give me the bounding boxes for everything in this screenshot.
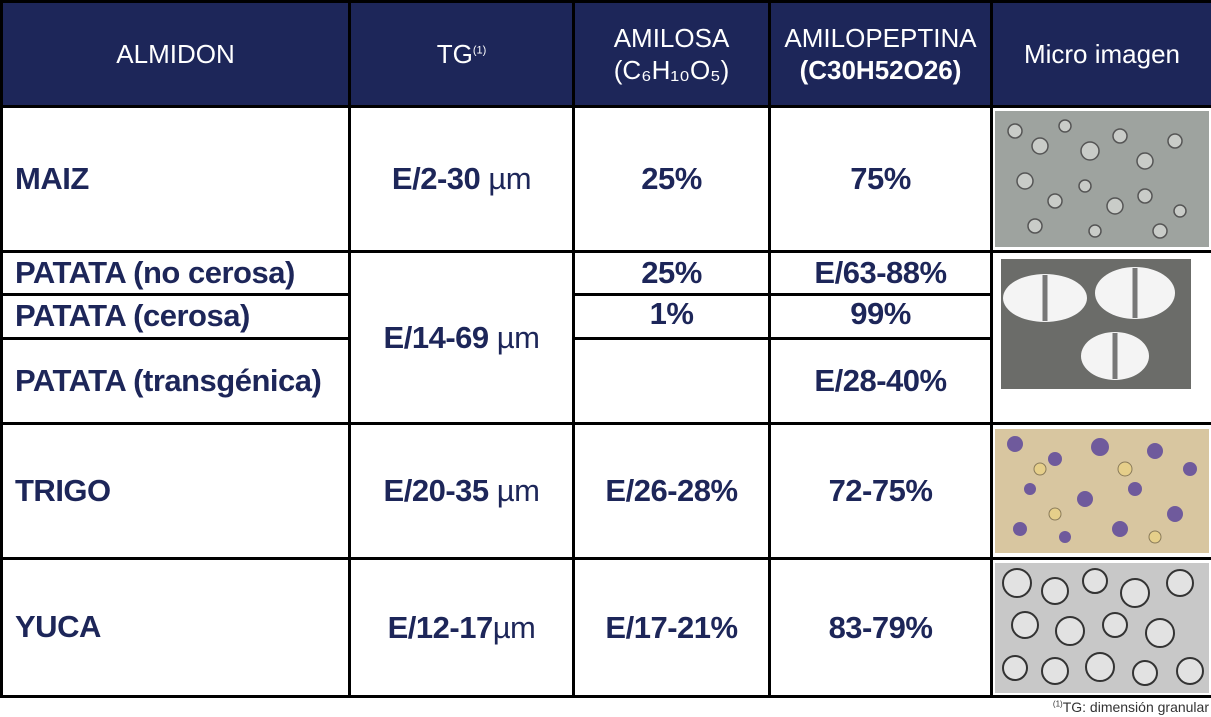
header-cell: ALMIDON	[0, 0, 351, 108]
header-cell: AMILOSA (C₆H₁₀O₅)	[572, 0, 771, 108]
starch-name: PATATA (no cerosa)	[0, 250, 351, 296]
amilosa-value: 1%	[572, 293, 771, 340]
amilopeptina-value: 72-75%	[768, 422, 993, 560]
amilosa-value: 25%	[572, 250, 771, 296]
tg-value: E/20-35	[383, 473, 490, 508]
header-text: AMILOPEPTINA	[784, 22, 977, 53]
starch-table: ALMIDON TG(1) AMILOSA (C₆H₁₀O₅) AMILOPEPT…	[0, 0, 1211, 698]
formula: (C₆H₁₀O₅)	[613, 55, 730, 85]
tg-cell: E/20-35 µm	[348, 422, 575, 560]
amilopeptina-value: E/63-88%	[768, 250, 993, 296]
header-text: Micro imagen	[1023, 38, 1181, 69]
header-text: TG	[436, 38, 473, 69]
header-cell: AMILOPEPTINA (C30H52O26)	[768, 0, 993, 108]
header-cell: TG(1)	[348, 0, 575, 108]
footnote-text: TG: dimensión granular	[1062, 699, 1209, 715]
row: TRIGO E/20-35 µm E/26-28% 72-75%	[0, 422, 1211, 560]
unit: µm	[496, 473, 540, 508]
row: MAIZ E/2-30 µm 25% 75%	[0, 105, 1211, 253]
header-cell: Micro imagen	[990, 0, 1211, 108]
starch-name: TRIGO	[0, 422, 351, 560]
unit: µm	[492, 609, 536, 645]
unit: µm	[496, 319, 540, 355]
amilopeptina-value: 99%	[768, 293, 993, 340]
tg-value: E/2-30	[391, 161, 481, 196]
unit: µm	[488, 161, 532, 196]
amilopeptina-value: 83-79%	[768, 557, 993, 698]
tg-value: E/14-69	[383, 319, 490, 355]
starch-name: PATATA (cerosa)	[0, 293, 351, 340]
formula: (C30H52O26)	[799, 55, 962, 85]
header-text: ALMIDON	[116, 38, 235, 69]
row: PATATA (no cerosa) E/14-69 µm 25% E/63-8…	[0, 250, 1211, 425]
footnote-mark: (1)	[1052, 699, 1063, 709]
footnote-ref: (1)	[472, 44, 487, 57]
tg-cell: E/14-69 µm	[348, 250, 575, 425]
amilopeptina-value: 75%	[768, 105, 993, 253]
amilosa-value: E/26-28%	[572, 422, 771, 560]
micro-image	[1001, 259, 1191, 389]
header-row: ALMIDON TG(1) AMILOSA (C₆H₁₀O₅) AMILOPEPT…	[0, 0, 1211, 108]
amilosa-value: E/17-21%	[572, 557, 771, 698]
micro-image	[995, 562, 1209, 693]
footnote: (1)TG: dimensión granular	[1053, 699, 1209, 715]
tg-cell: E/2-30 µm	[348, 105, 575, 253]
header-text: AMILOSA	[613, 22, 730, 53]
amilopeptina-value: E/28-40%	[768, 337, 993, 425]
row: PATATA (transgénica) E/28-40%	[0, 337, 1211, 425]
micro-image	[995, 429, 1209, 553]
starch-name: MAIZ	[0, 105, 351, 253]
image-cell	[990, 557, 1211, 698]
row: YUCA E/12-17µm E/17-21% 83-79%	[0, 557, 1211, 698]
image-cell	[990, 105, 1211, 253]
starch-name: PATATA (transgénica)	[0, 337, 351, 425]
image-cell	[990, 250, 1211, 425]
empty-cell	[572, 337, 771, 425]
micro-image	[995, 111, 1209, 247]
row: PATATA (cerosa) 1% 99%	[0, 293, 1211, 340]
tg-cell: E/12-17µm	[348, 557, 575, 698]
tg-value: E/12-17	[387, 609, 494, 645]
amilosa-value: 25%	[572, 105, 771, 253]
starch-name: YUCA	[0, 557, 351, 698]
image-cell	[990, 422, 1211, 560]
